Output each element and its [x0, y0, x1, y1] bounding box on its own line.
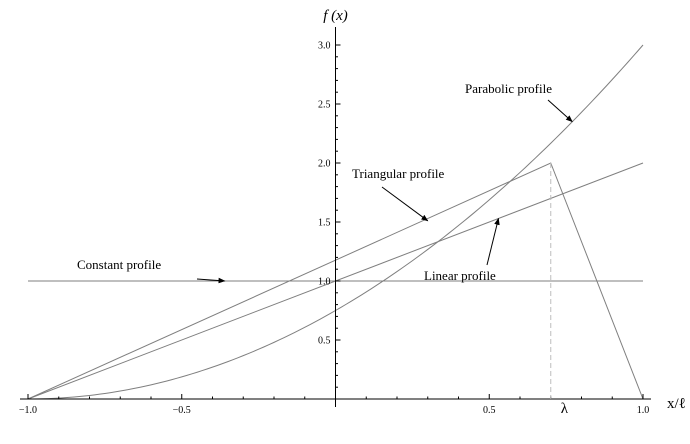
x-tick-label: 0.5: [483, 405, 496, 416]
y-tick-label: 2.5: [318, 100, 331, 111]
parabolic-profile-label: Parabolic profile: [465, 81, 552, 96]
x-tick-label: 1.0: [637, 405, 650, 416]
lambda-label: λ: [561, 401, 569, 417]
linear-profile-label: Linear profile: [424, 268, 496, 283]
parabolic-profile-arrow: [547, 99, 573, 123]
x-axis-title: x/ℓ: [667, 396, 686, 412]
constant-profile-arrow: [196, 277, 226, 284]
y-axis-title: f (x): [323, 8, 348, 24]
triangular-profile-arrow: [381, 186, 429, 222]
y-tick-label: 1.0: [318, 277, 331, 288]
triangular-profile-label: Triangular profile: [352, 166, 445, 181]
y-tick-label: 0.5: [318, 336, 331, 347]
y-tick-label: 2.0: [318, 159, 331, 170]
axes-layer: [20, 27, 651, 407]
x-tick-label: −1.0: [19, 405, 37, 416]
annotations-layer: Parabolic profile Triangular profile Linea…: [77, 81, 573, 284]
linear-profile-arrow: [486, 217, 500, 266]
y-tick-label: 1.5: [318, 218, 331, 229]
ticks-layer: −1.0 −0.5 0.5 1.0 0.5 1.0 1.5 2.0 2.5 3.0: [19, 41, 649, 417]
y-tick-label: 3.0: [318, 41, 331, 52]
constant-profile-label: Constant profile: [77, 257, 161, 272]
x-tick-label: −0.5: [173, 405, 191, 416]
